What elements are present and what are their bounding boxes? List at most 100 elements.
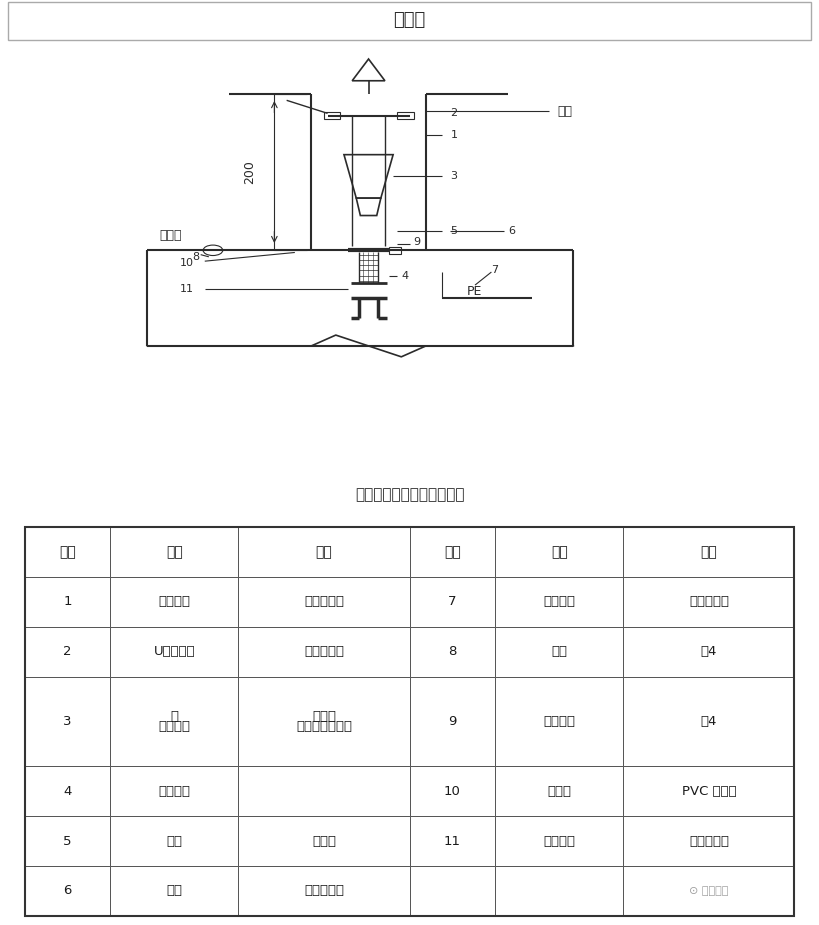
Bar xyxy=(25,577,110,627)
Bar xyxy=(25,677,110,766)
Text: 2: 2 xyxy=(63,646,71,659)
Text: 见工程设计: 见工程设计 xyxy=(304,596,344,609)
Bar xyxy=(389,247,401,253)
Bar xyxy=(238,577,410,627)
Text: 铜电缆固定头配: 铜电缆固定头配 xyxy=(296,720,352,733)
Bar xyxy=(110,866,238,916)
Text: 200: 200 xyxy=(243,160,256,184)
Bar xyxy=(495,577,623,627)
Text: 见工程设计: 见工程设计 xyxy=(689,834,729,847)
Text: 11: 11 xyxy=(180,284,194,294)
Text: 10: 10 xyxy=(180,258,194,268)
Polygon shape xyxy=(344,154,393,198)
Bar xyxy=(110,816,238,866)
Text: 规格: 规格 xyxy=(700,545,717,559)
Text: 3: 3 xyxy=(63,715,71,728)
Bar xyxy=(410,816,495,866)
Bar xyxy=(25,627,110,677)
Text: 名称: 名称 xyxy=(166,545,183,559)
Text: 基本躯体: 基本躯体 xyxy=(158,784,190,797)
Text: 7: 7 xyxy=(491,265,499,275)
Bar xyxy=(397,112,414,119)
Bar xyxy=(495,766,623,816)
Bar xyxy=(623,627,794,677)
Bar xyxy=(623,816,794,866)
Bar xyxy=(623,866,794,916)
Bar xyxy=(410,677,495,766)
Text: ⊙ 机电人脉: ⊙ 机电人脉 xyxy=(690,886,729,895)
Text: 2: 2 xyxy=(450,108,458,118)
Bar xyxy=(238,677,410,766)
Text: 槽架: 槽架 xyxy=(557,105,572,117)
Text: 线耳: 线耳 xyxy=(166,834,183,847)
Text: 6: 6 xyxy=(63,884,71,897)
Bar xyxy=(238,627,410,677)
Bar xyxy=(495,866,623,916)
Bar xyxy=(238,816,410,866)
Text: 同4: 同4 xyxy=(701,715,717,728)
Text: 标识牌: 标识牌 xyxy=(547,784,571,797)
Text: 5: 5 xyxy=(63,834,71,847)
Bar xyxy=(238,866,410,916)
Text: 带塑套: 带塑套 xyxy=(312,834,336,847)
Text: 1: 1 xyxy=(450,130,458,140)
Bar xyxy=(410,527,495,577)
Bar xyxy=(495,816,623,866)
Text: PVC 椭圆牌: PVC 椭圆牌 xyxy=(681,784,736,797)
Text: 电力电缆: 电力电缆 xyxy=(158,596,190,609)
Bar xyxy=(324,112,340,119)
Bar xyxy=(238,766,410,816)
Bar xyxy=(623,677,794,766)
Bar xyxy=(238,527,410,577)
Text: 编号: 编号 xyxy=(444,545,460,559)
Text: 同4: 同4 xyxy=(701,646,717,659)
Text: PE: PE xyxy=(467,285,482,298)
Text: 套零件: 套零件 xyxy=(312,710,336,723)
Bar xyxy=(410,766,495,816)
Bar xyxy=(25,527,110,577)
Polygon shape xyxy=(352,59,385,80)
Bar xyxy=(495,527,623,577)
Bar xyxy=(110,527,238,577)
Text: 套: 套 xyxy=(170,710,179,723)
Bar xyxy=(410,577,495,627)
Bar xyxy=(110,766,238,816)
Text: 电缆芯线: 电缆芯线 xyxy=(543,834,575,847)
Text: 编号: 编号 xyxy=(59,545,75,559)
Text: 9: 9 xyxy=(414,238,421,248)
Polygon shape xyxy=(356,198,381,216)
Text: 8: 8 xyxy=(448,646,456,659)
Text: 箱顶: 箱顶 xyxy=(166,884,183,897)
Text: 见尺寸标准: 见尺寸标准 xyxy=(689,596,729,609)
Text: 接地铜片: 接地铜片 xyxy=(543,715,575,728)
Text: 螺帽: 螺帽 xyxy=(551,646,568,659)
Text: 与电缆配套: 与电缆配套 xyxy=(304,646,344,659)
Text: 9: 9 xyxy=(448,715,456,728)
Text: 6: 6 xyxy=(508,226,515,236)
Text: 5: 5 xyxy=(450,226,458,236)
Text: 名称: 名称 xyxy=(551,545,568,559)
Text: 单根电缆进配电箱安装大样: 单根电缆进配电箱安装大样 xyxy=(355,487,464,502)
Text: 4: 4 xyxy=(63,784,71,797)
Bar xyxy=(25,866,110,916)
Text: 见工程设计: 见工程设计 xyxy=(304,884,344,897)
Circle shape xyxy=(203,245,223,255)
Bar xyxy=(623,577,794,627)
Text: 4: 4 xyxy=(401,271,409,281)
Text: 配电箱: 配电箱 xyxy=(160,228,182,241)
Text: 7: 7 xyxy=(448,596,456,609)
Text: 跨接地线: 跨接地线 xyxy=(543,596,575,609)
Text: 规格: 规格 xyxy=(315,545,333,559)
Bar xyxy=(623,527,794,577)
Bar xyxy=(410,866,495,916)
Text: U型固定码: U型固定码 xyxy=(153,646,195,659)
Bar xyxy=(110,627,238,677)
Text: 8: 8 xyxy=(192,252,200,262)
Bar xyxy=(25,816,110,866)
Bar xyxy=(25,766,110,816)
Bar xyxy=(110,577,238,627)
Bar xyxy=(623,766,794,816)
Bar xyxy=(410,627,495,677)
Text: 11: 11 xyxy=(444,834,461,847)
Text: 10: 10 xyxy=(444,784,461,797)
